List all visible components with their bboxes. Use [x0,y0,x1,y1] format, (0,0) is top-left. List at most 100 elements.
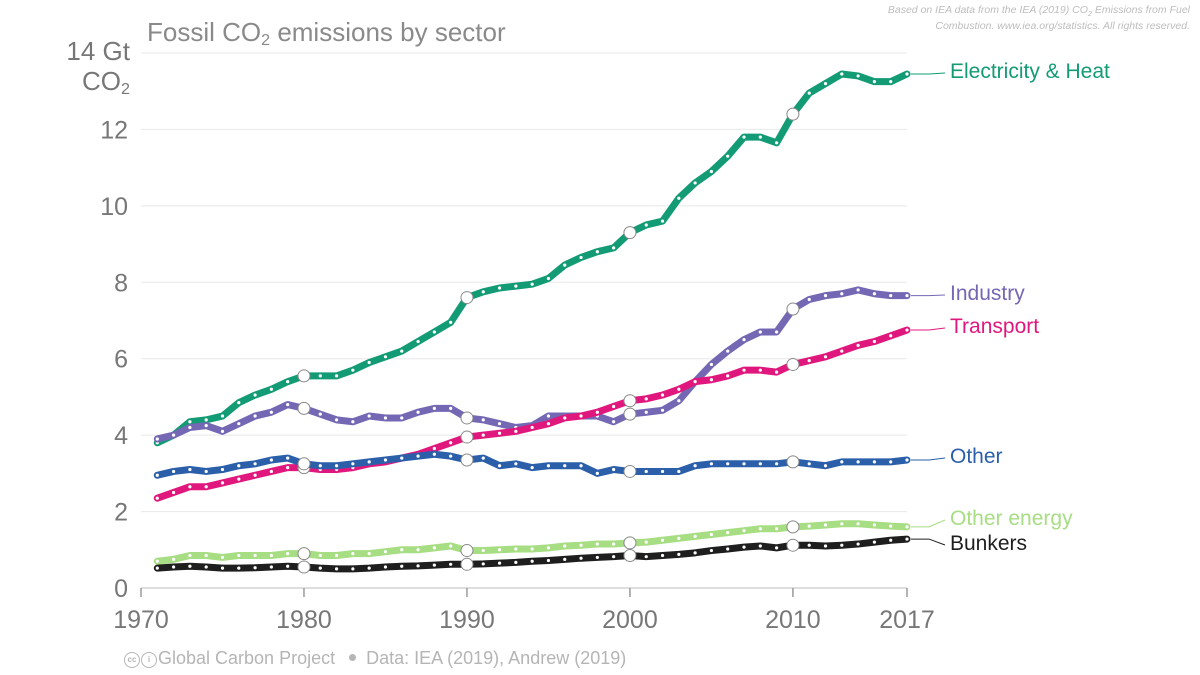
data-point [807,359,811,363]
x-axis-ticks: 1970 1980 1990 2000 2010 2017 [113,588,935,634]
data-point [253,414,257,418]
data-point [840,72,844,76]
data-point [726,154,730,158]
data-point [823,523,828,527]
footer-project: Global Carbon Project [158,648,336,668]
decade-marker [623,407,637,421]
data-point [775,330,779,334]
data-point [693,551,697,555]
data-point [155,566,159,570]
data-point [237,553,241,558]
data-point [204,418,208,422]
data-point [644,223,648,227]
data-point [383,458,388,462]
data-point [758,330,762,334]
decade-marker [623,464,637,478]
legend-leader-line [911,457,946,461]
data-point [269,387,273,391]
data-point [856,288,860,292]
decade-marker [297,369,311,383]
data-point [726,374,730,378]
data-point [400,416,404,420]
data-point [188,564,192,568]
data-point [823,544,828,548]
decade-marker [460,544,474,558]
data-point [905,328,909,332]
legend-leader-line [911,72,946,75]
data-point [220,414,225,418]
data-point [204,565,208,569]
data-point [351,420,355,424]
legend-leader-line [911,538,946,546]
data-point [612,404,616,409]
data-point [334,374,339,378]
data-point [334,418,339,422]
data-point [758,462,762,466]
data-point [840,460,844,464]
data-point [872,540,877,544]
data-point [400,564,404,568]
decade-marker [786,455,800,469]
data-point [253,566,257,570]
x-tick-label: 1970 [113,606,169,634]
data-point [775,370,779,374]
data-point [595,250,599,254]
data-point [856,542,860,546]
x-tick-label: 2010 [765,606,821,634]
data-point [432,330,436,334]
footer: cc i Global Carbon Project Data: IEA (2019)… [124,648,626,669]
data-point [318,412,322,416]
data-point [660,538,665,542]
data-point [220,467,225,472]
data-point [449,320,453,325]
data-point [497,422,502,426]
data-point [546,276,551,281]
data-point [269,410,273,414]
data-point [497,464,502,468]
data-point [807,91,811,95]
data-point [644,540,648,544]
data-point [775,141,779,145]
decade-marker [460,291,474,305]
data-point [807,297,811,302]
data-point [432,563,436,567]
data-point [432,406,436,410]
data-point [677,387,681,391]
data-point [579,556,583,560]
data-point [660,393,665,397]
data-point [775,462,779,466]
decade-marker [297,547,311,561]
data-point [416,454,420,458]
data-point [563,416,567,420]
data-point [449,544,453,548]
data-point [709,532,714,537]
data-point [237,464,241,468]
data-point [318,566,322,570]
data-point [220,555,225,560]
data-point [889,538,893,542]
source-note: Based on IEA data from the IEA (2019) CO… [887,4,1190,33]
legend-label: Industry [950,282,1025,305]
data-point [481,456,485,460]
data-point [823,81,828,86]
data-point [204,423,208,428]
x-tick-label: 1990 [439,606,495,634]
footer-data-credit: Data: IEA (2019), Andrew (2019) [366,648,627,668]
data-point [155,559,159,563]
y-tick-label: 8 [114,269,128,297]
data-point [253,462,257,466]
data-point [726,349,730,353]
data-point [237,422,241,426]
data-point [872,80,877,84]
data-point [579,255,583,260]
attribution-icon: i [141,652,157,668]
data-point [612,420,616,424]
data-point [693,181,697,185]
data-point [449,406,453,410]
data-point [546,546,551,550]
y-axis-unit-label: 14 Gt CO2 [66,36,130,99]
data-point [742,462,746,466]
data-point [530,547,534,551]
data-point [660,408,665,412]
